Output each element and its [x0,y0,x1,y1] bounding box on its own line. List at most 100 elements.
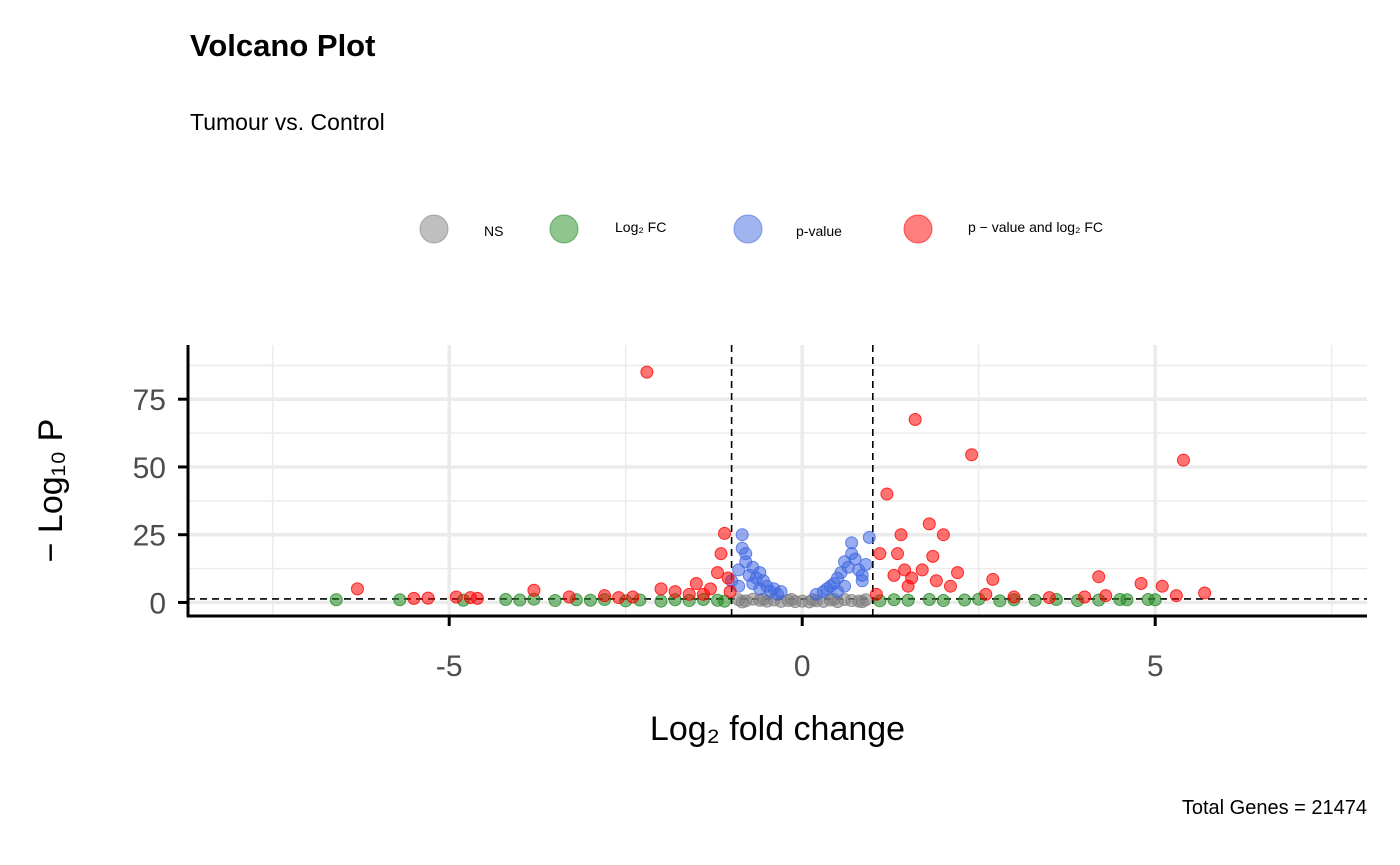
data-point [943,579,957,593]
data-point [449,590,463,604]
data-point [682,587,696,601]
data-point [721,571,735,585]
data-point [714,547,728,561]
data-point [965,448,979,462]
data-point [891,547,905,561]
data-point [855,595,869,609]
data-point [689,576,703,590]
data-point [548,594,562,608]
chart-subtitle: Tumour vs. Control [190,109,385,135]
data-point [1007,590,1021,604]
data-point [735,595,749,609]
data-point [993,594,1007,608]
data-point [873,547,887,561]
data-point [718,594,732,608]
data-point [915,563,929,577]
data-point [880,487,894,501]
data-point [901,593,915,607]
data-point [499,592,513,606]
x-tick-label: 5 [1147,650,1164,683]
legend-swatch [903,214,933,244]
data-point [1092,570,1106,584]
data-point [654,594,668,608]
data-point [905,571,919,585]
data-point [936,528,950,542]
data-point [350,582,364,596]
data-point [1120,593,1134,607]
data-point [668,585,682,599]
data-point [421,591,435,605]
x-tick-label: 0 [794,650,811,683]
chart-caption: Total Genes = 21474 [1181,797,1367,819]
data-point [855,574,869,588]
data-point [951,566,965,580]
data-point [562,590,576,604]
data-point [640,365,654,379]
grid [188,345,1367,616]
data-point [723,585,737,599]
data-point [1169,589,1183,603]
data-point [1148,593,1162,607]
data-point [598,589,612,603]
data-point [1078,590,1092,604]
data-point [654,582,668,596]
legend-swatch [733,214,763,244]
data-point [1134,576,1148,590]
data-point [735,528,749,542]
data-point [869,587,883,601]
data-point [986,572,1000,586]
data-point [894,528,908,542]
y-tick-label: 75 [133,384,166,417]
data-point [718,526,732,540]
y-tick-label: 50 [133,452,166,485]
data-point [583,593,597,607]
data-point [329,593,343,607]
data-point [926,549,940,563]
data-point [710,566,724,580]
data-point [887,568,901,582]
data-point [1155,579,1169,593]
data-point [929,574,943,588]
axis-labels: Log₂ fold change − Log₁₀ P [32,419,905,748]
data-point [703,582,717,596]
data-point [831,585,845,599]
y-axis-title: − Log₁₀ P [32,419,70,563]
y-tick-label: 0 [149,587,166,620]
data-point [393,593,407,607]
data-point [1028,593,1042,607]
data-point [1176,453,1190,467]
x-axis-title: Log₂ fold change [650,710,905,748]
legend-swatch [419,214,449,244]
legend-swatch [549,214,579,244]
legend-label: NS [484,223,503,239]
data-point [922,517,936,531]
data-point [859,558,873,572]
chart-title: Volcano Plot [190,28,376,63]
legend-label: Log₂ FC [615,219,666,235]
legend-label: p-value [796,223,842,239]
data-point [979,587,993,601]
data-point [470,591,484,605]
data-point [612,591,626,605]
y-tick-label: 25 [133,520,166,553]
legend: NS Log₂ FC p-value p − value and log₂ FC [419,214,1103,244]
data-point [513,593,527,607]
data-point [887,593,901,607]
data-point [922,592,936,606]
data-point [626,590,640,604]
data-point [1042,591,1056,605]
threshold-lines [188,345,1367,616]
data-point [1099,589,1113,603]
data-point [848,552,862,566]
data-point [936,594,950,608]
data-point [1198,586,1212,600]
x-tick-label: -5 [436,650,463,683]
data-points [329,365,1212,609]
data-point [774,585,788,599]
data-point [845,536,859,550]
data-point [407,591,421,605]
data-point [958,593,972,607]
data-point [862,530,876,544]
